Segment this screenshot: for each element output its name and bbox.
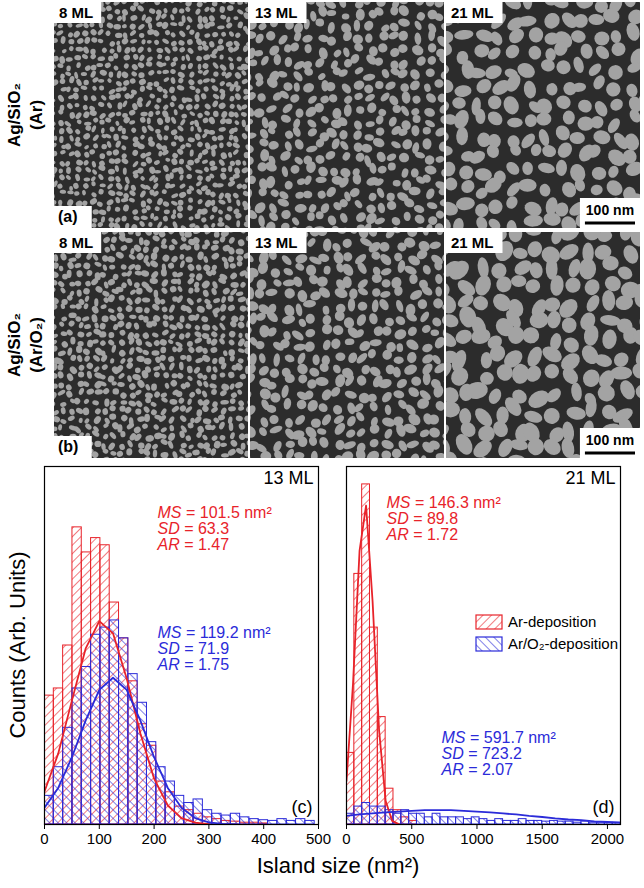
svg-text:300: 300	[196, 830, 221, 847]
svg-text:Ag/SiO₂: Ag/SiO₂	[5, 83, 24, 147]
svg-text:MS = 119.2 nm²SD = 71.9AR = 1.: MS = 119.2 nm²SD = 71.9AR = 1.75	[157, 624, 272, 673]
svg-text:100 nm: 100 nm	[586, 202, 634, 218]
svg-text:(c): (c)	[292, 797, 313, 817]
svg-text:100: 100	[87, 830, 112, 847]
svg-text:400: 400	[251, 830, 276, 847]
svg-text:(Ar/O₂): (Ar/O₂)	[27, 317, 46, 373]
svg-text:(a): (a)	[58, 208, 78, 225]
svg-text:0: 0	[342, 830, 350, 847]
svg-text:21 ML: 21 ML	[451, 4, 494, 21]
svg-text:2000: 2000	[591, 830, 624, 847]
svg-text:1500: 1500	[526, 830, 559, 847]
svg-text:MS = 101.5 nm²SD = 63.3AR = 1.: MS = 101.5 nm²SD = 63.3AR = 1.47	[157, 504, 273, 553]
svg-text:500: 500	[399, 830, 424, 847]
svg-text:Counts (Arb. Units): Counts (Arb. Units)	[5, 551, 30, 738]
svg-text:8 ML: 8 ML	[59, 234, 93, 251]
svg-text:MS = 591.7 nm²SD = 723.2AR = 2: MS = 591.7 nm²SD = 723.2AR = 2.07	[441, 729, 557, 778]
html-text:Island size (nm²): Island size (nm²)	[256, 853, 420, 878]
html-text:Ar/O₂-deposition: Ar/O₂-deposition	[508, 635, 618, 652]
svg-text:13 ML: 13 ML	[255, 234, 298, 251]
svg-text:1000: 1000	[460, 830, 493, 847]
svg-text:0: 0	[40, 830, 48, 847]
svg-text:(d): (d)	[593, 797, 615, 817]
svg-text:Ag/SiO₂: Ag/SiO₂	[5, 313, 24, 377]
svg-text:8 ML: 8 ML	[59, 4, 93, 21]
svg-text:100 nm: 100 nm	[586, 432, 634, 448]
svg-text:13 ML: 13 ML	[255, 4, 298, 21]
svg-text:21 ML: 21 ML	[565, 468, 615, 488]
svg-text:500: 500	[306, 830, 331, 847]
svg-text:200: 200	[142, 830, 167, 847]
html-text:Ar-deposition: Ar-deposition	[508, 613, 597, 630]
svg-text:MS = 146.3 nm²SD = 89.8AR = 1.: MS = 146.3 nm²SD = 89.8AR = 1.72	[386, 494, 502, 543]
svg-text:(Ar): (Ar)	[27, 100, 46, 130]
svg-text:13 ML: 13 ML	[263, 468, 313, 488]
svg-text:(b): (b)	[58, 438, 78, 455]
svg-text:21 ML: 21 ML	[451, 234, 494, 251]
